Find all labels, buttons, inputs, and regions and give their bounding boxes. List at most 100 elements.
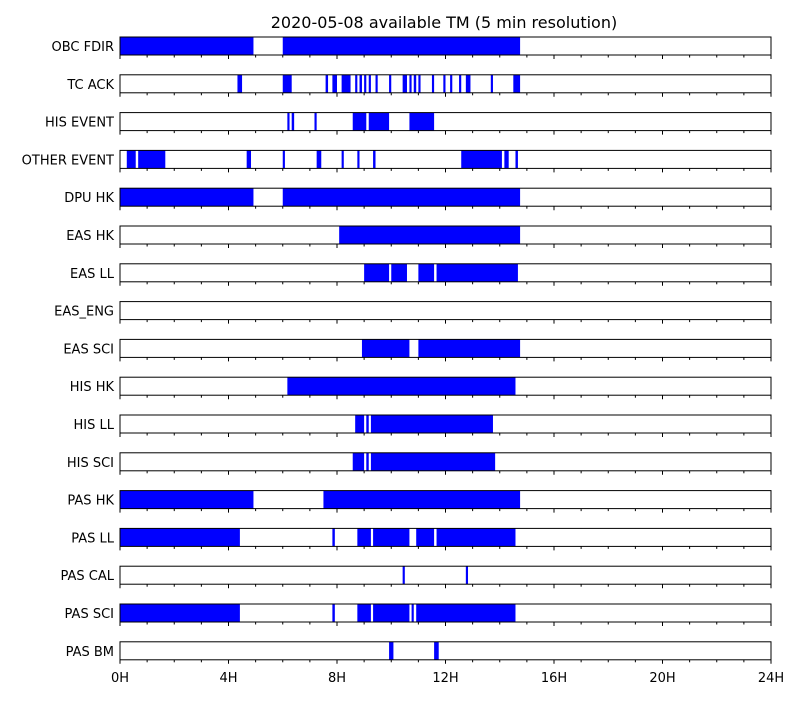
interval-bar-his-sci	[370, 452, 496, 471]
interval-bar-pas-sci	[373, 604, 410, 622]
interval-bar-his-event	[314, 112, 317, 131]
interval-bar-pas-hk	[323, 490, 521, 509]
x-tick-label: 12H	[432, 671, 458, 686]
interval-bar-pas-ll	[416, 528, 435, 547]
interval-bar-eas-sci	[418, 339, 521, 358]
row-frame-his-event	[119, 112, 772, 132]
interval-bar-other-event	[373, 150, 376, 169]
interval-bar-his-event	[409, 112, 435, 131]
x-tick-label: 16H	[541, 671, 567, 686]
interval-bar-his-sci	[352, 452, 365, 471]
interval-bar-tc-ack	[325, 74, 329, 93]
interval-bar-his-hk	[287, 377, 516, 396]
interval-bar-obc-fdir	[120, 37, 254, 55]
interval-bar-tc-ack	[359, 74, 362, 93]
interval-bar-tc-ack	[450, 74, 453, 93]
row-his-event: HIS EVENT	[45, 112, 772, 135]
interval-bar-other-event	[138, 150, 166, 169]
row-label-pas-bm: PAS BM	[66, 645, 114, 660]
row-label-other-event: OTHER EVENT	[22, 153, 114, 168]
row-frame-pas-bm	[119, 641, 772, 661]
interval-bar-pas-ll	[373, 528, 410, 547]
interval-bar-his-ll	[366, 415, 369, 433]
row-his-ll: HIS LL	[74, 414, 772, 437]
row-pas-ll: PAS LL	[71, 527, 772, 551]
interval-bar-dpu-hk	[282, 188, 521, 207]
row-pas-cal: PAS CAL	[61, 565, 772, 589]
x-tick-label: 8H	[328, 671, 346, 686]
row-label-dpu-hk: DPU HK	[64, 191, 114, 206]
row-eas-ll: EAS LL	[70, 263, 772, 286]
row-label-eas-ll: EAS LL	[70, 267, 115, 282]
row-his-hk: HIS HK	[70, 376, 772, 400]
interval-bar-pas-ll	[436, 528, 516, 547]
row-label-his-ll: HIS LL	[74, 418, 115, 433]
interval-bar-other-event	[246, 150, 252, 169]
row-pas-sci: PAS SCI	[65, 603, 772, 626]
interval-bar-his-event	[287, 112, 290, 131]
row-label-his-sci: HIS SCI	[67, 456, 114, 471]
interval-bar-tc-ack	[282, 74, 292, 93]
row-label-tc-ack: TC ACK	[66, 78, 114, 93]
interval-bar-his-event	[352, 112, 367, 131]
x-tick-label: 20H	[649, 671, 675, 686]
interval-bar-tc-ack	[409, 74, 412, 93]
interval-bar-pas-ll	[332, 528, 335, 547]
interval-bar-tc-ack	[465, 74, 471, 93]
interval-bar-tc-ack	[368, 74, 371, 93]
interval-bar-tc-ack	[332, 74, 337, 93]
row-eas-hk: EAS HK	[66, 225, 772, 248]
interval-bar-eas-ll	[436, 263, 518, 282]
interval-bar-tc-ack	[341, 74, 351, 93]
interval-bar-other-event	[282, 150, 285, 169]
row-label-eas-eng: EAS_ENG	[54, 305, 114, 320]
row-frame-eas-eng	[119, 301, 772, 321]
rows-group: OBC FDIR TC ACK HIS EVENT OTHER EVENT DPU HK…	[22, 36, 772, 664]
interval-bar-his-event	[291, 112, 295, 131]
row-eas-sci: EAS SCI	[63, 338, 772, 362]
row-obc-fdir: OBC FDIR	[52, 36, 772, 59]
row-eas-eng: EAS_ENG	[54, 301, 772, 324]
interval-bar-tc-ack	[418, 74, 421, 93]
interval-bar-tc-ack	[364, 74, 367, 93]
row-label-obc-fdir: OBC FDIR	[52, 40, 115, 55]
interval-bar-pas-sci	[416, 604, 516, 622]
row-label-eas-hk: EAS HK	[66, 229, 114, 244]
interval-bar-pas-cal	[402, 566, 405, 585]
interval-bar-other-event	[316, 150, 322, 169]
row-pas-hk: PAS HK	[67, 490, 772, 513]
interval-bar-pas-sci	[357, 604, 371, 622]
interval-bar-tc-ack	[459, 74, 462, 93]
row-frame-pas-cal	[119, 565, 772, 585]
interval-bar-his-ll	[355, 415, 365, 433]
row-dpu-hk: DPU HK	[64, 187, 772, 211]
interval-bar-eas-sci	[361, 339, 410, 358]
interval-bar-his-event	[368, 112, 390, 131]
interval-bar-eas-hk	[339, 226, 521, 244]
x-tick-label: 24H	[758, 671, 784, 686]
row-tc-ack: TC ACK	[66, 74, 772, 97]
interval-bar-other-event	[126, 150, 136, 169]
interval-bar-tc-ack	[389, 74, 392, 93]
row-other-event: OTHER EVENT	[22, 149, 772, 173]
interval-bar-his-ll	[370, 415, 493, 433]
interval-bar-pas-bm	[434, 641, 439, 660]
interval-bar-eas-ll	[391, 263, 407, 282]
row-label-eas-sci: EAS SCI	[63, 342, 114, 357]
interval-bar-pas-sci	[332, 604, 335, 622]
interval-bar-dpu-hk	[120, 188, 254, 207]
interval-bar-pas-ll	[357, 528, 371, 547]
interval-bar-tc-ack	[431, 74, 435, 93]
row-label-pas-hk: PAS HK	[67, 494, 114, 509]
interval-bar-tc-ack	[490, 74, 493, 93]
interval-bar-eas-ll	[418, 263, 435, 282]
interval-bar-other-event	[515, 150, 518, 169]
interval-bar-other-event	[341, 150, 344, 169]
interval-bar-pas-ll	[120, 528, 240, 547]
interval-bar-his-sci	[366, 452, 369, 471]
row-label-his-hk: HIS HK	[70, 380, 115, 395]
row-label-his-event: HIS EVENT	[45, 116, 114, 131]
interval-bar-other-event	[504, 150, 509, 169]
